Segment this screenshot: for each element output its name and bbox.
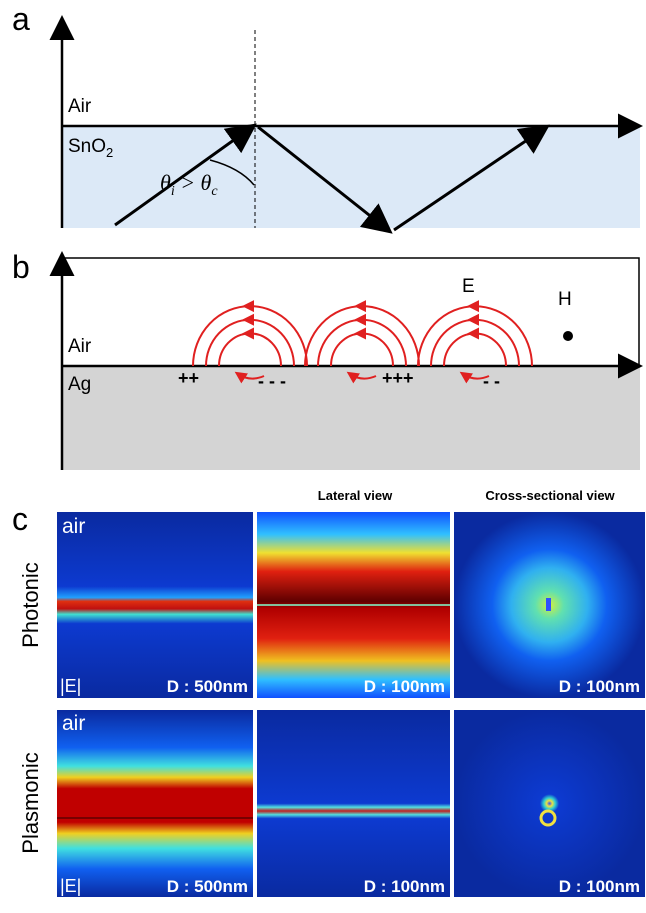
metal [62, 366, 640, 470]
medium-label: Air [68, 336, 92, 357]
row-label: Photonic [18, 562, 43, 648]
field-line [459, 371, 490, 384]
panel-b: b ++ - - - +++ - - E H Air Ag [12, 249, 643, 470]
field-map [57, 512, 253, 698]
diameter-label: D : 100nm [559, 877, 640, 896]
ray [257, 125, 393, 234]
field-line [417, 305, 533, 367]
angle-arc [209, 159, 255, 186]
medium-label: Air [68, 96, 92, 117]
panel-label: a [12, 1, 30, 37]
angle-label: θi > θc [160, 170, 218, 199]
text: c [211, 184, 218, 199]
field-lines [192, 300, 533, 384]
charge: ++ [178, 368, 199, 388]
charge: +++ [382, 368, 414, 388]
diameter-label: D : 100nm [364, 677, 445, 696]
text: > θ [175, 170, 212, 195]
field-line [346, 371, 377, 384]
field-label: H [558, 289, 572, 310]
field-line [234, 371, 265, 384]
field-line [443, 332, 507, 367]
field-line [330, 332, 394, 367]
field-map [57, 710, 253, 897]
medium-label: Ag [68, 374, 91, 395]
field-label: |E| [60, 876, 81, 896]
field-line [218, 332, 282, 367]
diameter-label: D : 100nm [364, 877, 445, 896]
column-header: Cross-sectional view [485, 488, 615, 503]
medium-label: SnO2 [68, 136, 113, 160]
medium-label: air [62, 515, 85, 538]
panel-label: b [12, 249, 30, 285]
column-header: Lateral view [318, 488, 393, 503]
diameter-label: D : 500nm [167, 877, 248, 896]
text: θ [160, 170, 171, 195]
ray [393, 124, 550, 232]
field-line [304, 305, 420, 367]
substrate [62, 126, 640, 228]
wire [539, 809, 557, 827]
panel-a: a Air SnO2 θi > θc [12, 1, 643, 234]
field-label: |E| [60, 676, 81, 696]
diameter-label: D : 500nm [167, 677, 248, 696]
text: i [171, 184, 175, 199]
text: 2 [106, 145, 113, 160]
medium-label: air [62, 712, 85, 735]
field-map [454, 710, 645, 897]
row-label: Plasmonic [18, 752, 43, 853]
wire [546, 598, 551, 611]
field-line [192, 305, 308, 367]
diameter-label: D : 100nm [559, 677, 640, 696]
charge: - - - [258, 371, 286, 391]
panel-label: c [12, 501, 28, 537]
panel-c: c Lateral view Cross-sectional view Phot… [12, 488, 645, 897]
field-map [257, 710, 450, 897]
ray [114, 123, 257, 227]
text: SnO [68, 136, 106, 157]
h-dot [563, 331, 573, 341]
field-label: E [462, 276, 475, 297]
charge: - - [483, 371, 500, 391]
frame [61, 257, 640, 367]
